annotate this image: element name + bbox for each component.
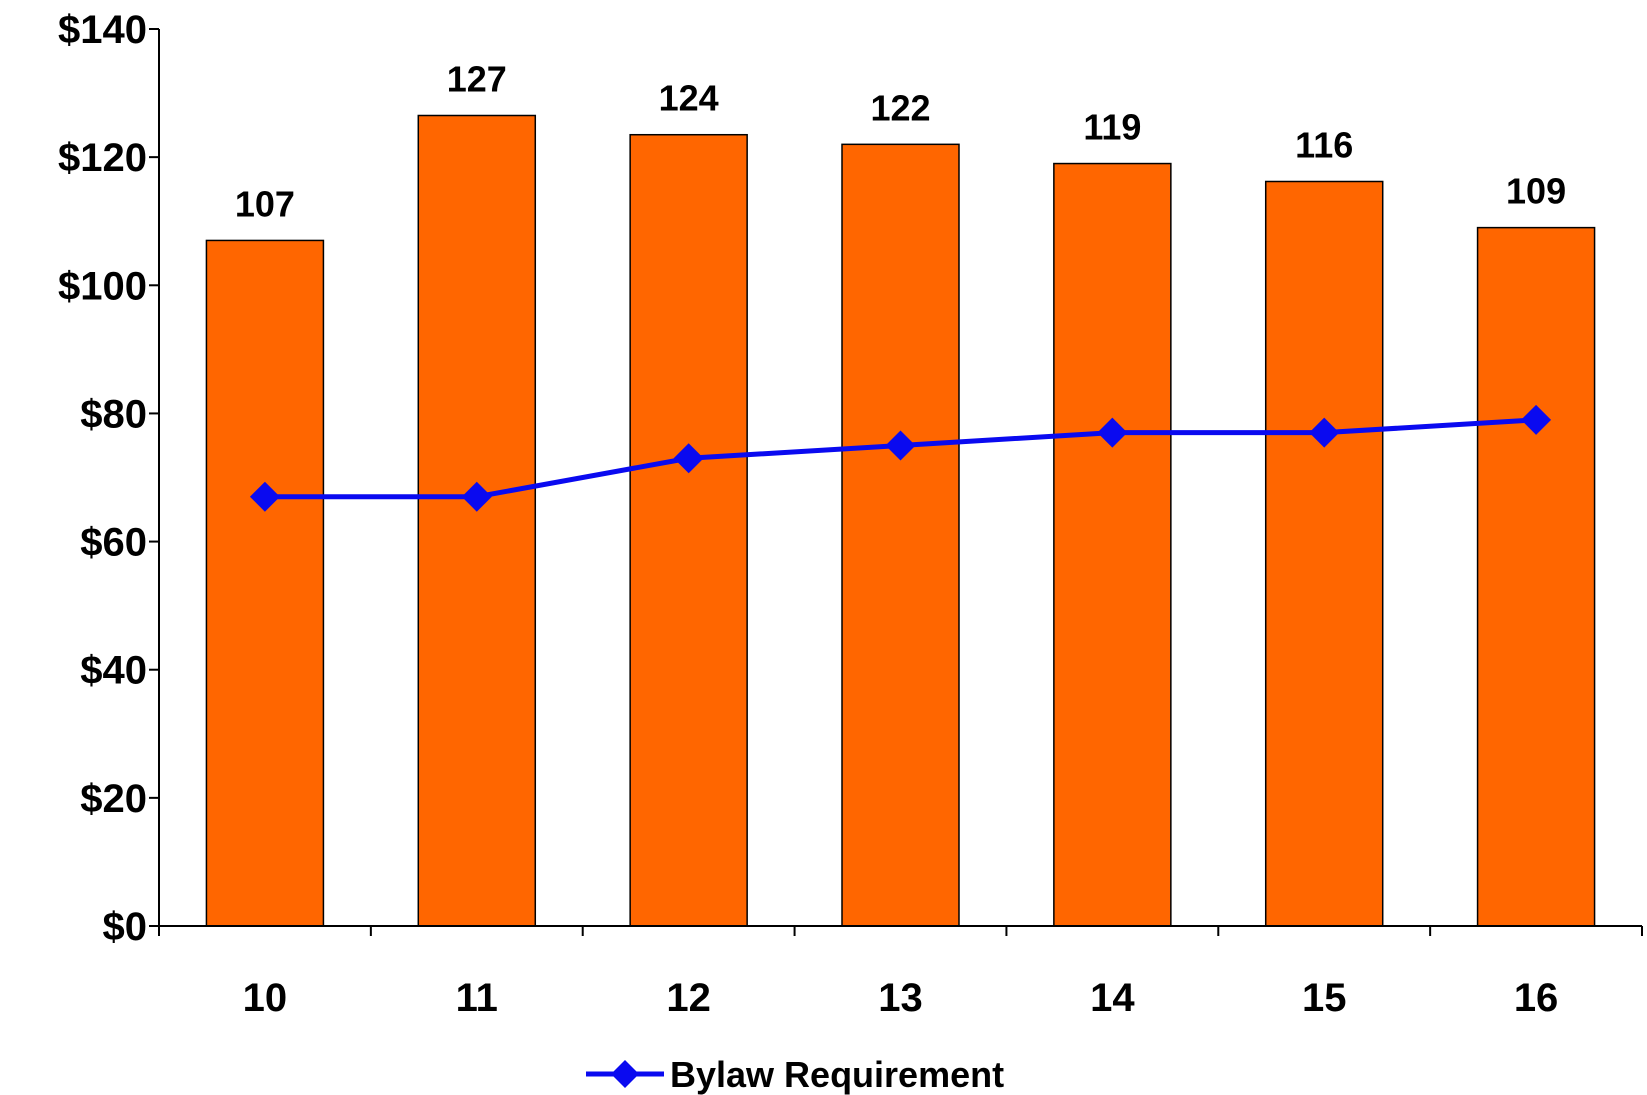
x-tick-label: 14 <box>1090 976 1135 1020</box>
bar-value-label: 124 <box>659 78 719 119</box>
y-tick-label: $120 <box>58 136 147 180</box>
bylaw-requirement-point <box>1097 417 1128 448</box>
bylaw-requirement-point <box>885 430 916 461</box>
x-axis: 10 11 12 13 14 15 16 <box>158 925 1643 1020</box>
y-tick-label: $60 <box>80 521 147 565</box>
x-tick-label: 13 <box>878 976 923 1020</box>
bar-value-label: 127 <box>447 58 507 99</box>
bar-11 <box>417 114 537 927</box>
y-tick-label: $140 <box>58 8 147 52</box>
bylaw-requirement-point <box>249 481 280 512</box>
bar-10 <box>205 239 325 927</box>
bar-value-label: 116 <box>1295 124 1353 165</box>
bar-labels: 107 127 124 122 119 116 109 <box>235 58 1566 224</box>
line-series <box>249 404 1552 512</box>
legend-diamond-marker <box>611 1060 639 1088</box>
bar-16 <box>1476 226 1596 927</box>
bylaw-requirement-point <box>461 481 492 512</box>
bar-15 <box>1264 180 1384 927</box>
bars <box>205 114 1596 927</box>
bylaw-requirement-point <box>1309 417 1340 448</box>
bar-value-label: 119 <box>1083 107 1141 148</box>
y-tick-label: $20 <box>80 777 147 821</box>
y-tick-label: $80 <box>80 392 147 436</box>
y-tick-label: $0 <box>103 905 148 949</box>
y-axis: $0 $20 $40 $60 $80 $100 $120 $140 <box>58 8 160 949</box>
legend: Bylaw Requirement <box>586 1054 1004 1095</box>
bar-13 <box>841 143 960 927</box>
bar-14 <box>1053 162 1172 927</box>
x-tick-label: 16 <box>1514 976 1559 1020</box>
x-tick-label: 12 <box>666 976 711 1020</box>
bar-value-label: 122 <box>870 87 930 128</box>
x-tick-label: 15 <box>1302 976 1347 1020</box>
bar-12 <box>629 133 748 927</box>
bylaw-requirement-point <box>1521 404 1552 435</box>
y-tick-label: $40 <box>80 649 147 693</box>
x-tick-label: 10 <box>243 976 288 1020</box>
bylaw-requirement-point <box>673 443 704 474</box>
x-tick-label: 11 <box>456 976 498 1020</box>
legend-label: Bylaw Requirement <box>670 1054 1004 1095</box>
bar-value-label: 109 <box>1506 171 1566 212</box>
y-tick-label: $100 <box>58 264 147 308</box>
bar-value-label: 107 <box>235 183 295 224</box>
